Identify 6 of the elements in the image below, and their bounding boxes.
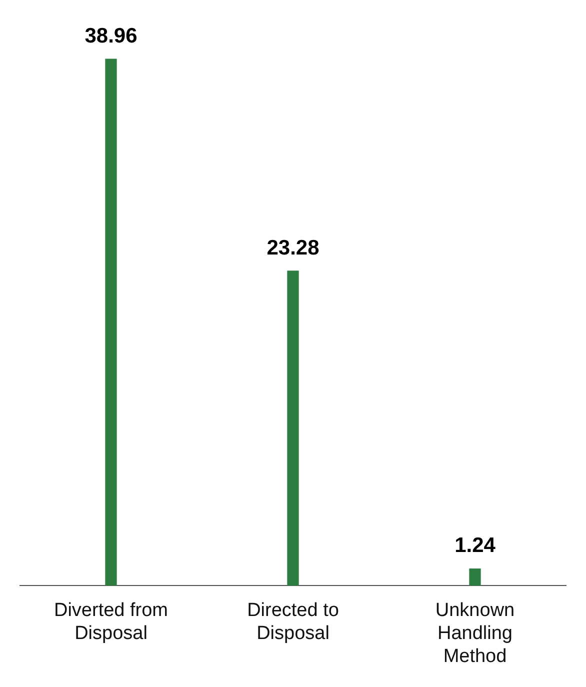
x-tick-label: Directed to Disposal [247, 600, 339, 644]
data-label: 23.28 [266, 236, 320, 260]
data-label: 38.96 [84, 24, 138, 48]
x-tick-label: Unknown Handling Method [435, 600, 515, 667]
data-label: 1.24 [454, 534, 496, 558]
x-tick-label: Diverted from Disposal [54, 600, 168, 644]
